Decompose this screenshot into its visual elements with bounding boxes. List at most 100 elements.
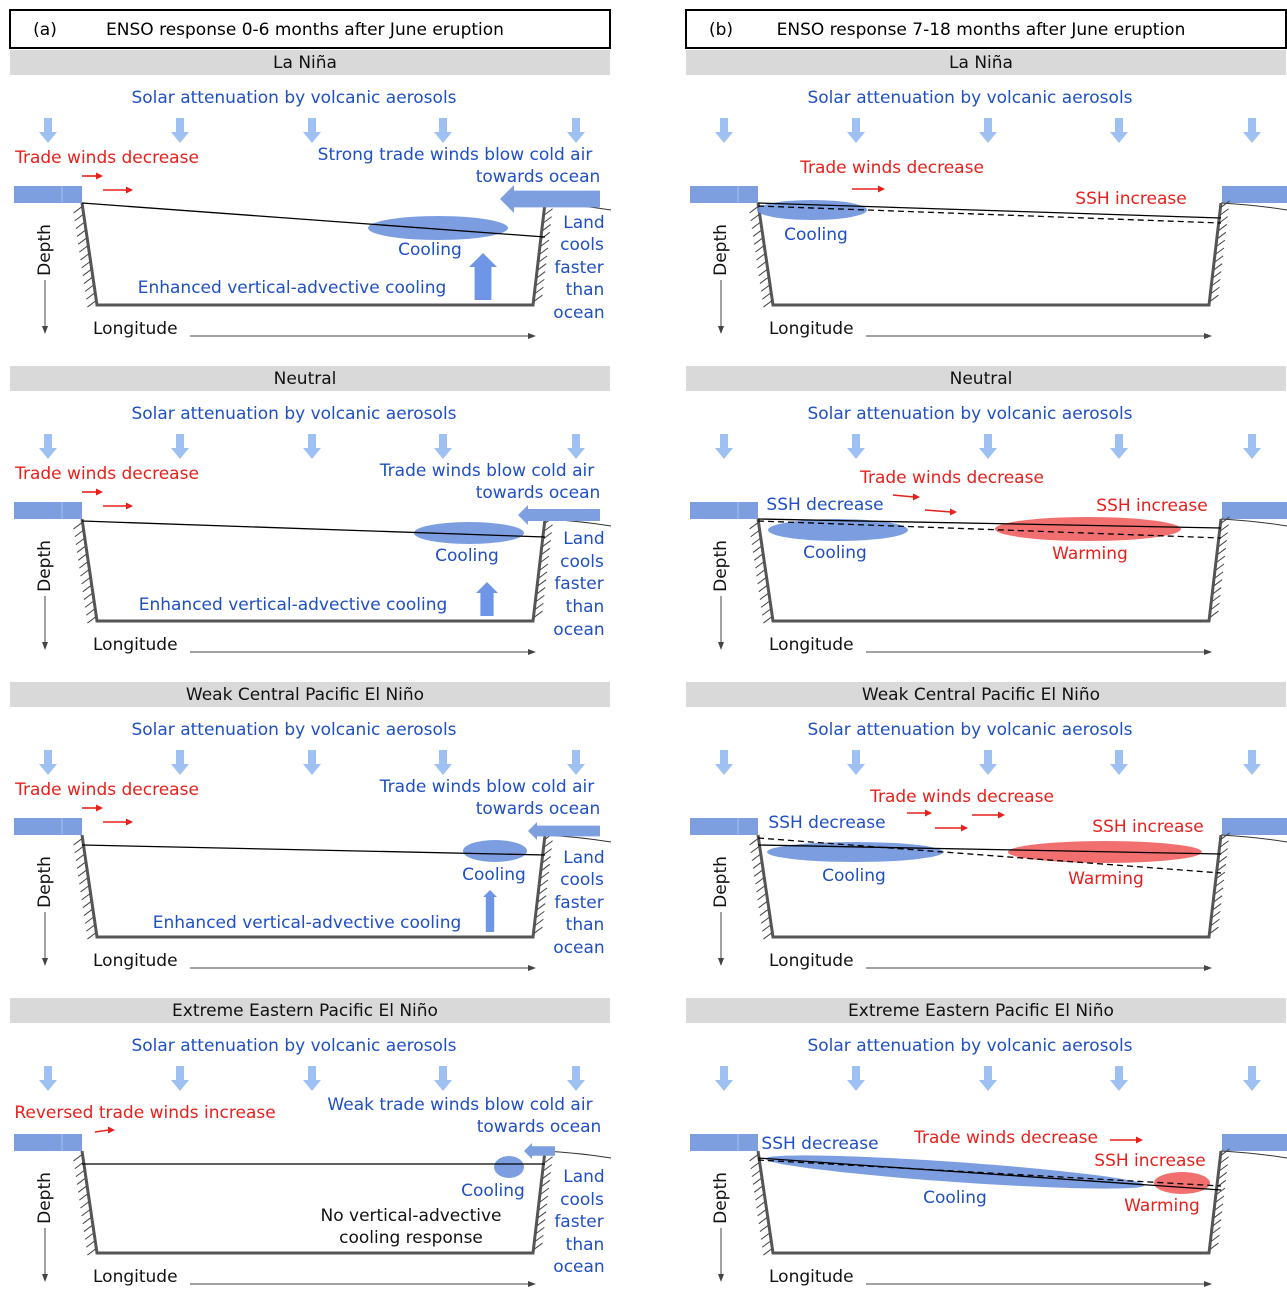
hatch xyxy=(758,894,766,900)
hatch xyxy=(541,1188,549,1194)
hatch xyxy=(753,862,761,868)
wind-arrow-head xyxy=(1136,1137,1143,1144)
hatch xyxy=(1214,1212,1222,1218)
hatch xyxy=(1219,856,1227,862)
hatch xyxy=(540,248,548,254)
hatch xyxy=(76,223,84,229)
wind-arrow-head xyxy=(998,812,1005,819)
hatch xyxy=(754,238,762,244)
annotation: ocean xyxy=(553,938,604,958)
longitude-label: Longitude xyxy=(769,951,854,971)
depth-label: Depth xyxy=(711,1172,731,1224)
hatch xyxy=(753,1178,761,1184)
solar-arrow xyxy=(303,118,321,143)
annotation: Enhanced vertical-advective cooling xyxy=(153,913,462,933)
annotation: towards ocean xyxy=(476,167,601,187)
solar-arrow xyxy=(847,1066,865,1091)
hatch xyxy=(82,262,90,268)
hatch xyxy=(1215,572,1223,578)
hatch xyxy=(1210,1243,1218,1249)
hatch xyxy=(545,209,553,215)
hatch xyxy=(538,580,546,586)
hatch xyxy=(75,531,83,537)
figure: (a)ENSO response 0-6 months after June e… xyxy=(0,0,1287,1290)
solar-arrow xyxy=(1243,750,1261,775)
hatch xyxy=(762,925,770,931)
depth-label: Depth xyxy=(35,856,55,908)
hatch xyxy=(84,1226,92,1232)
hatch xyxy=(755,1194,763,1200)
hatch xyxy=(763,933,771,939)
hatch xyxy=(84,594,92,600)
longitude-arrow-head xyxy=(528,1281,536,1287)
longitude-label: Longitude xyxy=(93,951,178,971)
hatch xyxy=(757,886,765,892)
annotation: faster xyxy=(554,574,603,594)
hatch xyxy=(535,603,543,609)
hatch xyxy=(761,285,769,291)
depth-arrow-head xyxy=(718,642,724,650)
hatch xyxy=(751,1163,759,1169)
annotation: ocean xyxy=(553,1257,604,1277)
hatch xyxy=(1219,1172,1227,1178)
wind-arrow-head xyxy=(878,186,885,193)
annotation: Strong trade winds blow cold air xyxy=(318,145,593,165)
hatch xyxy=(758,262,766,268)
annotation: Warming xyxy=(1124,1196,1200,1216)
panel-label: (b) xyxy=(709,20,733,40)
land-right xyxy=(1222,186,1287,203)
hatch xyxy=(81,254,89,260)
hatch xyxy=(83,902,91,908)
wind-arrow-head xyxy=(96,173,103,180)
annotation: Weak trade winds blow cold air xyxy=(327,1095,592,1115)
solar-arrow xyxy=(567,434,585,459)
solar-arrow xyxy=(567,1066,585,1091)
solar-arrow xyxy=(847,118,865,143)
longitude-arrow-head xyxy=(528,333,536,339)
wind-arrow xyxy=(95,1130,109,1132)
hatch xyxy=(757,570,765,576)
annotation: Trade winds decrease xyxy=(869,787,1054,807)
hatch xyxy=(79,878,87,884)
solar-arrow xyxy=(303,750,321,775)
land-left xyxy=(690,1134,758,1151)
hatch xyxy=(543,224,551,230)
annotation: Trade winds decrease xyxy=(14,148,199,168)
solar-arrow xyxy=(303,434,321,459)
annotation: Land xyxy=(563,848,604,868)
hatch xyxy=(1216,564,1224,570)
annotation: Trade winds decrease xyxy=(14,464,199,484)
annotation: Cooling xyxy=(398,240,462,260)
depth-arrow-head xyxy=(42,958,48,966)
annotation: Solar attenuation by volcanic aerosols xyxy=(131,404,456,424)
land-left xyxy=(690,818,758,835)
section-title: Neutral xyxy=(950,369,1013,389)
land-left xyxy=(14,1134,82,1151)
hatch xyxy=(83,586,91,592)
hatch xyxy=(536,595,544,601)
wind-arrow-head xyxy=(108,1127,115,1134)
hatch xyxy=(82,894,90,900)
hatch xyxy=(1212,911,1220,917)
depth-label: Depth xyxy=(711,224,731,276)
hatch xyxy=(1218,864,1226,870)
annotation: Solar attenuation by volcanic aerosols xyxy=(807,1036,1132,1056)
hatch xyxy=(1211,603,1219,609)
section-title: La Niña xyxy=(949,53,1013,73)
annotation: Trade winds blow cold air xyxy=(379,461,594,481)
hatch xyxy=(542,548,550,554)
longitude-label: Longitude xyxy=(769,319,854,339)
hatch xyxy=(537,904,545,910)
annotation: Solar attenuation by volcanic aerosols xyxy=(807,88,1132,108)
hatch xyxy=(760,594,768,600)
annotation: than xyxy=(566,1235,605,1255)
annotation: faster xyxy=(554,258,603,278)
hatch xyxy=(544,217,552,223)
annotation: Enhanced vertical-advective cooling xyxy=(138,278,447,298)
wind-arrow-head xyxy=(950,509,957,516)
annotation: Cooling xyxy=(923,1188,987,1208)
hatch xyxy=(1221,209,1229,215)
hatch xyxy=(86,609,94,615)
longitude-label: Longitude xyxy=(93,635,178,655)
hatch xyxy=(538,264,546,270)
